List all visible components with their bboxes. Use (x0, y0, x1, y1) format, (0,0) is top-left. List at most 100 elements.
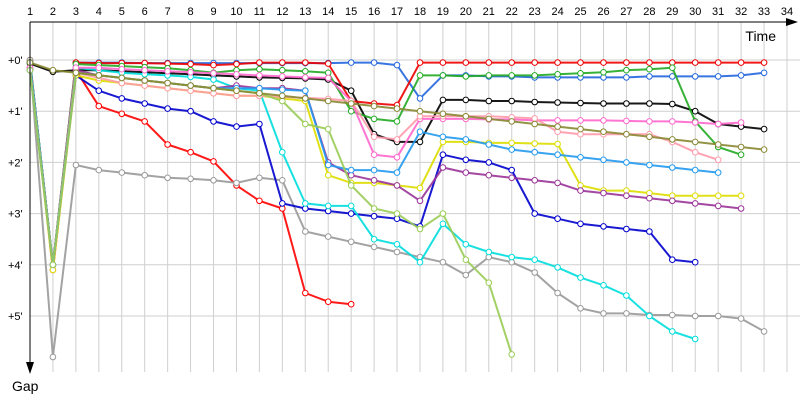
data-point (256, 120, 263, 128)
data-point (141, 100, 148, 107)
data-point (279, 177, 286, 184)
series-lines (26, 56, 768, 361)
data-point (691, 107, 699, 115)
data-point (416, 184, 424, 192)
data-point (737, 192, 745, 199)
data-point (485, 248, 493, 256)
data-point (256, 59, 263, 66)
data-point (462, 241, 470, 248)
data-point (669, 197, 676, 205)
data-point (462, 113, 470, 120)
x-tick-label: 5 (119, 6, 125, 18)
data-point (554, 59, 561, 66)
data-point (233, 60, 240, 68)
data-point (370, 102, 378, 110)
data-point (187, 82, 194, 89)
data-point (256, 72, 263, 79)
data-point (164, 79, 171, 87)
data-point (279, 148, 286, 156)
x-tick-label: 25 (574, 6, 586, 18)
data-point (737, 205, 745, 212)
data-point (714, 156, 722, 164)
data-point (485, 159, 493, 166)
x-tick-label: 11 (254, 6, 265, 18)
data-point (554, 99, 561, 106)
x-tick-label: 15 (345, 6, 357, 18)
data-point (302, 59, 309, 66)
data-point (370, 212, 378, 220)
data-point (577, 117, 584, 124)
data-point (141, 118, 148, 125)
data-point (324, 171, 332, 179)
data-point (416, 59, 424, 66)
data-point (324, 125, 332, 133)
x-tick-label: 23 (529, 6, 541, 18)
data-point (462, 271, 470, 279)
data-point (279, 200, 286, 207)
data-point (416, 197, 424, 205)
series-line (29, 62, 696, 266)
data-point (279, 92, 286, 100)
data-point (324, 97, 332, 105)
data-point (370, 151, 378, 158)
data-point (164, 141, 171, 148)
data-point (714, 169, 722, 176)
data-point (324, 202, 332, 210)
data-point (485, 72, 493, 79)
data-point (714, 202, 722, 210)
data-point (646, 65, 653, 73)
data-point (623, 159, 630, 166)
x-tick-label: 13 (299, 6, 311, 18)
y-axis-arrow (26, 362, 34, 374)
data-point (691, 119, 699, 126)
data-point (600, 282, 607, 289)
data-point (439, 72, 447, 79)
data-point (439, 164, 447, 171)
data-point (462, 96, 470, 104)
data-point (691, 312, 699, 320)
data-point (302, 289, 309, 297)
y-tick-label: +5' (8, 311, 23, 323)
data-point (554, 179, 561, 187)
data-point (462, 73, 470, 80)
data-point (600, 310, 607, 317)
x-tick-label: 10 (230, 6, 242, 18)
data-point (370, 166, 378, 174)
data-point (302, 74, 309, 81)
data-point (554, 151, 561, 158)
data-point (347, 210, 355, 217)
data-point (760, 69, 768, 77)
data-point (462, 156, 470, 164)
y-axis-title: Gap (12, 378, 39, 394)
y-tick-label: +4' (8, 260, 23, 272)
data-point (691, 59, 699, 66)
x-tick-labels: 1 2 3 4 5 6 7 8 9 10 11 12 13 14 15 16 17 18 19 20 21 22 23 24 2… (27, 6, 793, 18)
data-point (669, 118, 676, 125)
data-point (210, 61, 217, 69)
data-point (760, 328, 768, 335)
x-tick-label: 2 (50, 6, 56, 18)
data-point (669, 256, 676, 264)
data-point (760, 146, 768, 153)
data-point (439, 151, 447, 158)
data-point (187, 148, 194, 156)
data-point (485, 59, 493, 66)
data-point (646, 161, 653, 169)
data-point (210, 84, 217, 92)
data-point (462, 169, 470, 176)
data-point (737, 119, 745, 126)
data-point (95, 102, 103, 110)
y-tick-label: +3' (8, 209, 23, 221)
data-point (95, 72, 103, 79)
data-point (600, 117, 607, 124)
data-point (646, 133, 653, 141)
x-tick-label: 3 (73, 6, 79, 18)
x-tick-label: 27 (620, 6, 632, 18)
series-11 (26, 64, 745, 269)
data-point (347, 238, 355, 246)
data-point (531, 72, 539, 79)
data-point (646, 59, 653, 66)
data-point (416, 72, 424, 79)
data-point (646, 73, 653, 80)
y-tick-label: +0' (8, 55, 23, 67)
